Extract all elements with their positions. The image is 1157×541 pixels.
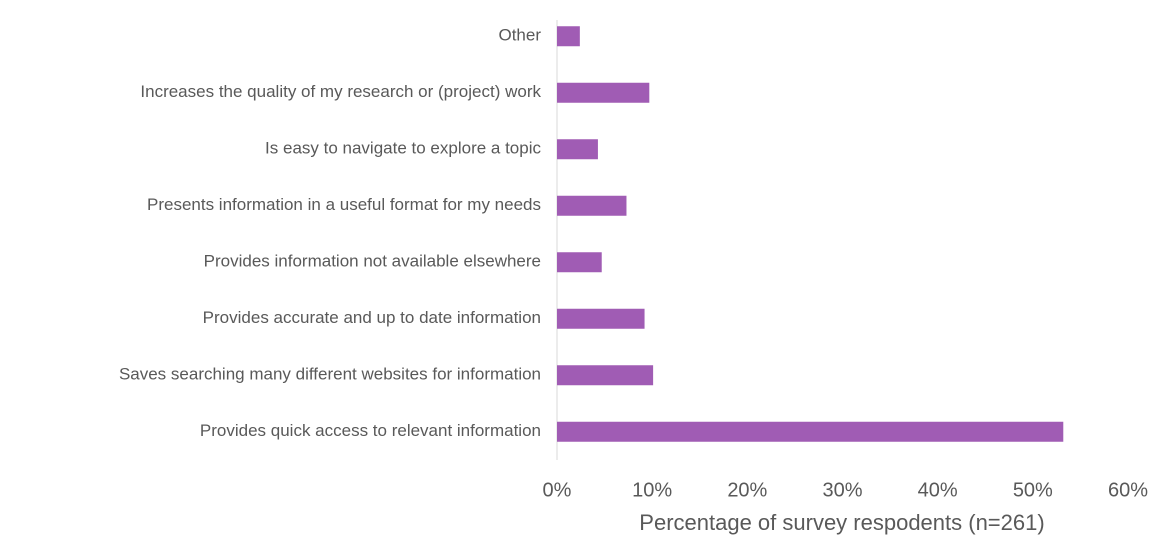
y-tick-label: Saves searching many different websites …	[119, 365, 541, 384]
y-tick-label: Provides information not available elsew…	[204, 252, 541, 271]
y-tick-label: Provides quick access to relevant inform…	[200, 421, 541, 440]
y-tick-label: Increases the quality of my research or …	[140, 82, 541, 101]
y-tick-label: Provides accurate and up to date informa…	[203, 308, 541, 327]
bar	[557, 26, 580, 47]
bar	[557, 421, 1064, 442]
bar	[557, 252, 602, 273]
x-tick-label: 50%	[1013, 479, 1053, 501]
bar	[557, 139, 598, 160]
y-tick-label: Presents information in a useful format …	[147, 195, 541, 214]
bar	[557, 195, 627, 216]
x-tick-label: 20%	[727, 479, 767, 501]
x-tick-label: 60%	[1108, 479, 1148, 501]
bar	[557, 308, 645, 329]
x-tick-label: 30%	[822, 479, 862, 501]
x-tick-label: 10%	[632, 479, 672, 501]
bar	[557, 82, 650, 103]
y-tick-label: Other	[498, 26, 541, 45]
x-tick-label: 0%	[543, 479, 572, 501]
bar	[557, 365, 654, 386]
x-axis-title: Percentage of survey respodents (n=261)	[639, 510, 1044, 535]
x-tick-label: 40%	[918, 479, 958, 501]
y-tick-label: Is easy to navigate to explore a topic	[265, 139, 541, 158]
